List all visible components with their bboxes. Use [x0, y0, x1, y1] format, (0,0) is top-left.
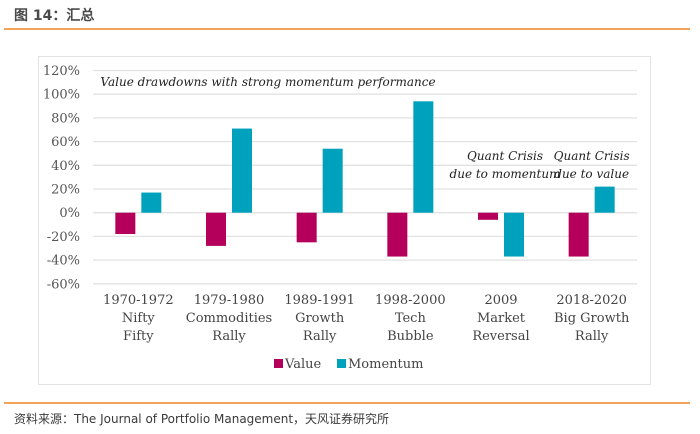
source-note: 资料来源：The Journal of Portfolio Management… [14, 412, 390, 426]
x-tick-label: 1970-1972 [103, 293, 174, 308]
y-tick-label: 0% [59, 206, 80, 221]
footer-divider [4, 402, 690, 404]
y-tick-label: -60% [47, 277, 80, 292]
bar-momentum [504, 212, 524, 257]
figure-title: 图 14：汇总 [14, 8, 95, 24]
x-tick-label: Rally [575, 329, 609, 344]
bar-value [387, 212, 408, 257]
x-tick-label: Nifty [122, 311, 156, 326]
x-tick-label: Rally [212, 329, 246, 344]
bar-momentum [232, 128, 252, 213]
annotation-label: Quant Crisis [554, 149, 630, 163]
bar-momentum [322, 148, 343, 213]
bar-value [115, 212, 136, 235]
bar-momentum [594, 186, 615, 213]
bar-value [568, 212, 589, 257]
bar-value [296, 212, 317, 243]
y-tick-label: 40% [51, 159, 80, 174]
annotation-label: due to momentum [450, 167, 561, 181]
annotation-label: Quant Crisis [467, 149, 543, 163]
bar-value [206, 212, 226, 246]
y-tick-label: 100% [43, 88, 80, 103]
legend-label-momentum: Momentum [348, 357, 423, 372]
x-tick-label: Fifty [123, 329, 154, 344]
x-tick-label: 2009 [484, 293, 517, 308]
legend: Value Momentum [274, 357, 423, 372]
x-tick-label: 1979-1980 [194, 293, 265, 308]
bar-momentum [141, 192, 162, 213]
x-tick-label: 1989-1991 [284, 293, 355, 308]
x-tick-label: Commodities [186, 311, 272, 326]
bar-value [478, 212, 498, 220]
annotations: Value drawdowns with strong momentum per… [100, 75, 629, 181]
x-tick-label: Tech [395, 311, 427, 326]
x-tick-label: Bubble [387, 329, 434, 344]
y-tick-label: -20% [47, 230, 80, 245]
x-tick-label: 2018-2020 [556, 293, 627, 308]
chart-frame [38, 56, 651, 385]
y-tick-label: 60% [51, 135, 80, 150]
legend-label-value: Value [284, 357, 321, 372]
y-axis-ticks: 120% 100% 80% 60% 40% 20% 0% -20% -40% -60% [43, 64, 80, 292]
bars [115, 101, 615, 257]
y-tick-label: 120% [43, 64, 80, 79]
x-tick-label: Big Growth [554, 311, 630, 326]
x-axis-labels: 1970-1972 Nifty Fifty 1979-1980 Commodities R… [103, 293, 630, 344]
legend-swatch-value [274, 359, 283, 368]
x-tick-label: Rally [303, 329, 337, 344]
header-divider [4, 28, 690, 30]
x-tick-label: Market [477, 311, 526, 326]
legend-swatch-momentum [337, 359, 346, 368]
bar-momentum [413, 101, 434, 213]
annotation-title: Value drawdowns with strong momentum per… [100, 75, 435, 89]
annotation-label: due to value [554, 167, 629, 181]
x-tick-label: 1998-2000 [375, 293, 446, 308]
y-tick-label: 80% [51, 111, 80, 126]
gridlines [93, 69, 637, 285]
y-tick-label: 20% [51, 183, 80, 198]
x-tick-label: Reversal [472, 329, 529, 344]
y-tick-label: -40% [47, 254, 80, 269]
x-tick-label: Growth [295, 311, 345, 326]
